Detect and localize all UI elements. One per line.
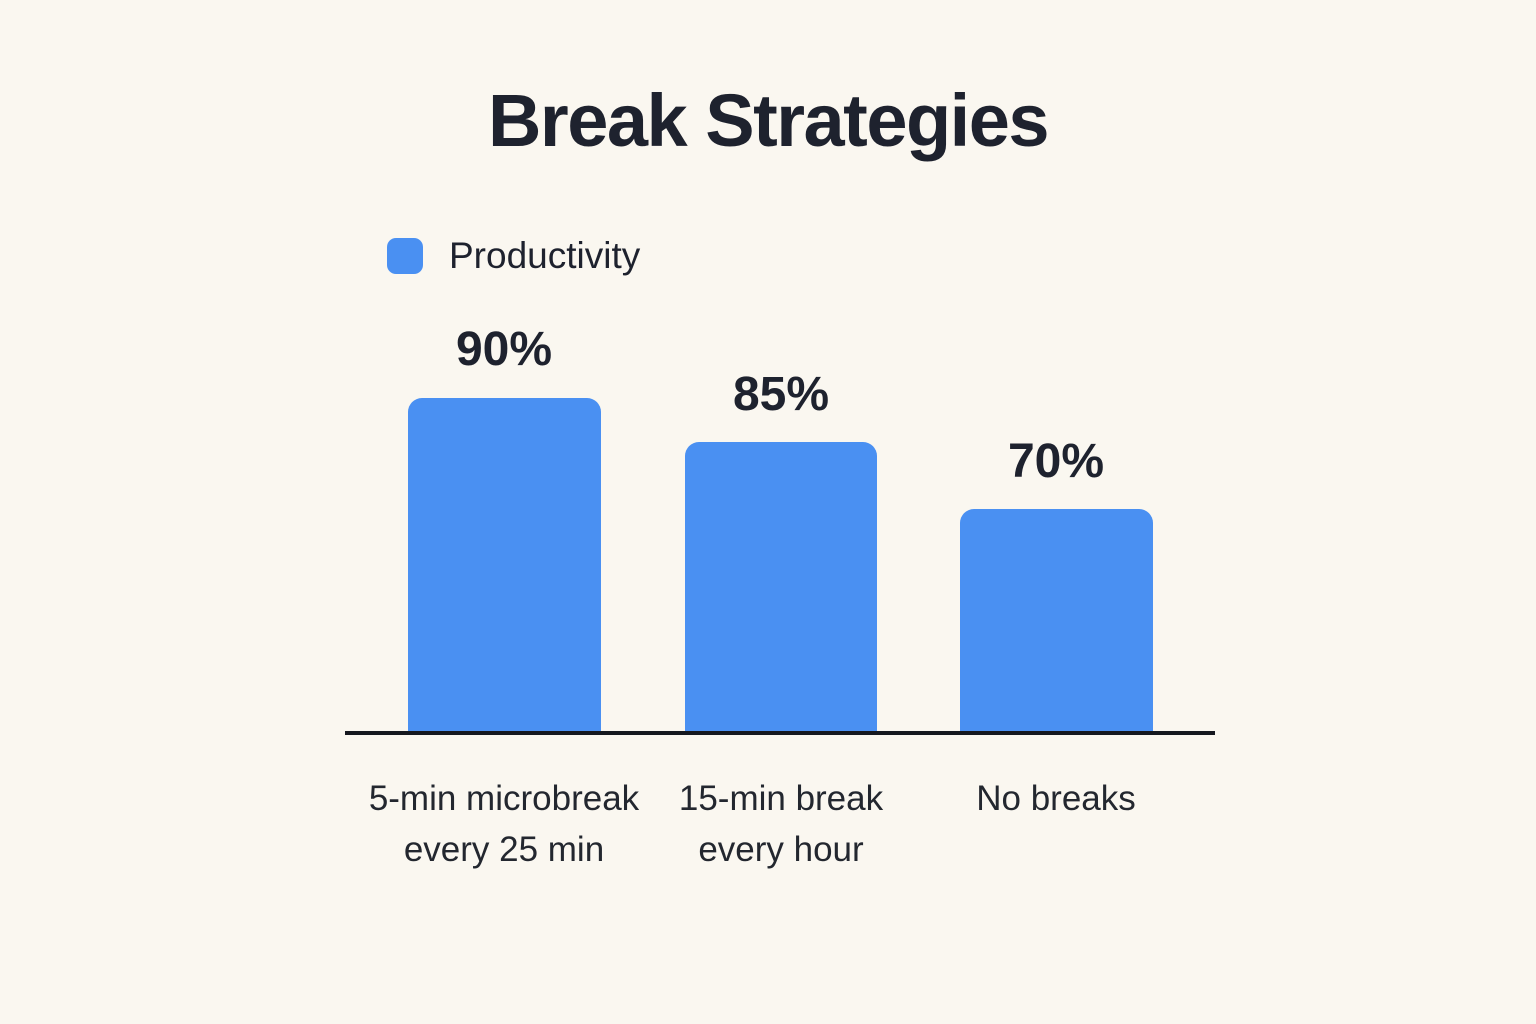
legend: Productivity — [387, 235, 641, 276]
bar-productivity-5min-microbreak — [408, 398, 601, 733]
bar-value-label: 85% — [732, 368, 830, 421]
bar-value-label: 70% — [1007, 435, 1105, 488]
x-axis-category-label: 15-min break every hour — [678, 779, 884, 869]
legend-label-productivity: Productivity — [449, 235, 641, 276]
x-axis-line — [345, 731, 1215, 735]
x-axis-category-label: No breaks — [976, 779, 1136, 818]
x-axis-category-label: 5-min microbreak every 25 min — [368, 779, 640, 869]
bar-productivity-15min-break — [685, 442, 877, 733]
chart-title: Break Strategies — [487, 79, 1050, 162]
legend-swatch-productivity — [387, 238, 423, 274]
bar-value-label: 90% — [455, 323, 553, 376]
bar-productivity-no-breaks — [960, 509, 1153, 733]
